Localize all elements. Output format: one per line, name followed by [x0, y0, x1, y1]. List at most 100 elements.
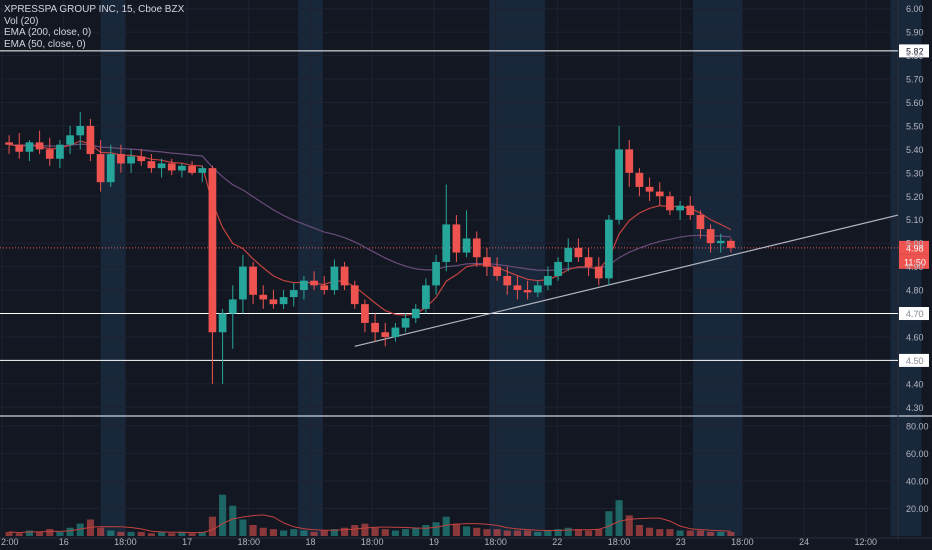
candle-body[interactable]	[371, 322, 379, 333]
candle-body[interactable]	[645, 186, 654, 192]
countdown-tag	[899, 254, 929, 269]
candle-body[interactable]	[45, 149, 54, 159]
candle-body[interactable]	[655, 191, 664, 197]
candle-body[interactable]	[401, 318, 410, 328]
candle-body[interactable]	[76, 125, 85, 136]
candle-body[interactable]	[523, 290, 532, 293]
time-tick-label: 23	[676, 537, 686, 547]
candle-body[interactable]	[432, 261, 440, 286]
candle-body[interactable]	[686, 205, 695, 216]
candle-body[interactable]	[422, 285, 430, 309]
volume-bar	[442, 516, 450, 536]
indicator-ema-200[interactable]: EMA (200, close, 0)	[4, 27, 92, 38]
volume-bar	[524, 530, 532, 536]
candle-body[interactable]	[391, 327, 400, 337]
candle-body[interactable]	[167, 163, 176, 171]
candle-body[interactable]	[513, 285, 522, 291]
candle-body[interactable]	[533, 285, 542, 293]
volume-bar	[158, 531, 166, 536]
candle-body[interactable]	[106, 154, 115, 183]
candle-body[interactable]	[493, 266, 501, 276]
candle-body[interactable]	[483, 257, 491, 267]
candle-body[interactable]	[279, 297, 288, 305]
candle-body[interactable]	[442, 224, 451, 262]
candle-body[interactable]	[5, 142, 13, 145]
candle-body[interactable]	[503, 276, 512, 286]
volume-bar	[422, 524, 430, 536]
candle-body[interactable]	[300, 280, 308, 291]
candle-body[interactable]	[625, 149, 634, 173]
candle-body[interactable]	[361, 304, 369, 323]
candle-body[interactable]	[564, 247, 573, 262]
candle-body[interactable]	[96, 154, 105, 183]
candle-body[interactable]	[411, 308, 420, 319]
candle-body[interactable]	[86, 125, 95, 155]
time-tick-label: 18:00	[731, 537, 754, 547]
candle-body[interactable]	[228, 299, 237, 314]
candle-body[interactable]	[462, 238, 471, 253]
candle-body[interactable]	[615, 149, 623, 220]
candle-body[interactable]	[381, 332, 390, 337]
candle-body[interactable]	[127, 156, 135, 164]
candle-body[interactable]	[676, 205, 684, 211]
candle-body[interactable]	[188, 165, 196, 173]
candle-body[interactable]	[716, 240, 725, 244]
candle-body[interactable]	[472, 238, 481, 258]
volume-bar	[503, 530, 511, 536]
volume-bar	[676, 530, 684, 536]
candle-body[interactable]	[25, 142, 34, 152]
candle-body[interactable]	[198, 168, 207, 173]
trendline[interactable]	[354, 214, 899, 347]
volume-bar	[208, 516, 216, 536]
candle-body[interactable]	[218, 313, 227, 333]
candle-body[interactable]	[35, 142, 44, 150]
candle-body[interactable]	[584, 257, 593, 267]
candle-body[interactable]	[544, 276, 552, 286]
candle-body[interactable]	[706, 229, 715, 244]
volume-bar	[452, 523, 460, 536]
candle-body[interactable]	[56, 144, 64, 159]
time-tick-label: 12:00	[855, 537, 878, 547]
chart-title: XPRESSPA GROUP INC, 15, Cboe BZX	[4, 4, 185, 15]
candle-body[interactable]	[289, 290, 298, 298]
candle-body[interactable]	[239, 266, 247, 300]
volume-bar	[330, 529, 338, 536]
volume-bar	[463, 526, 471, 536]
candle-body[interactable]	[269, 299, 278, 305]
candle-body[interactable]	[249, 266, 257, 295]
session-shading	[693, 0, 743, 536]
indicator-ema-50[interactable]: EMA (50, close, 0)	[4, 38, 86, 50]
candle-body[interactable]	[635, 172, 644, 187]
candle-body[interactable]	[350, 285, 359, 305]
indicator-volume[interactable]: Vol (20)	[4, 15, 39, 27]
candle-body[interactable]	[696, 215, 705, 230]
candle-body[interactable]	[157, 163, 166, 169]
candle-body[interactable]	[554, 261, 562, 276]
candle-body[interactable]	[178, 165, 186, 171]
candle-body[interactable]	[15, 144, 24, 152]
candle-body[interactable]	[66, 135, 74, 145]
volume-bar	[219, 494, 227, 536]
candle-body[interactable]	[574, 247, 583, 258]
volume-bar	[625, 515, 633, 536]
candle-body[interactable]	[594, 266, 603, 279]
candle-body[interactable]	[666, 196, 674, 211]
candle-body[interactable]	[137, 156, 146, 162]
volume-bar	[432, 522, 440, 536]
candle-body[interactable]	[259, 294, 268, 300]
candle-body[interactable]	[147, 161, 156, 169]
candle-body[interactable]	[330, 266, 339, 291]
candle-body[interactable]	[208, 168, 217, 333]
candle-body[interactable]	[117, 154, 125, 164]
time-tick-label: 18:00	[484, 537, 507, 547]
last-price-tag	[899, 240, 929, 255]
candle-body[interactable]	[605, 219, 613, 279]
candle-body[interactable]	[727, 240, 735, 248]
candle-body[interactable]	[340, 266, 349, 286]
candle-body[interactable]	[310, 280, 318, 286]
price-tick-label: 4.90	[906, 262, 924, 272]
candle-body[interactable]	[320, 285, 329, 291]
candle-body[interactable]	[452, 224, 461, 253]
